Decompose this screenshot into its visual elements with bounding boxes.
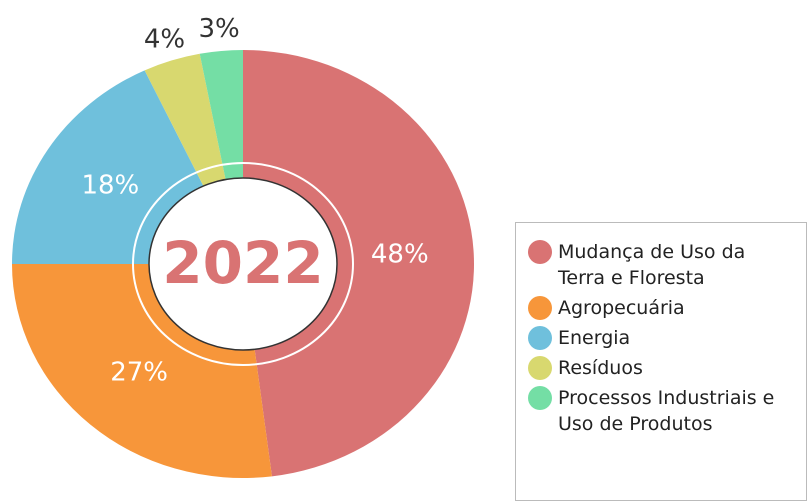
legend-swatch xyxy=(528,326,552,350)
slice-label: 3% xyxy=(198,14,239,44)
pie-slice xyxy=(243,50,475,477)
legend-label: Agropecuária xyxy=(558,297,685,319)
slice-label: 48% xyxy=(371,239,429,269)
legend-label: Processos Industriais e Uso de Produtos xyxy=(558,387,775,435)
slice-label: 18% xyxy=(81,171,139,201)
legend-label: Resíduos xyxy=(558,357,643,379)
legend-swatch xyxy=(528,356,552,380)
legend-swatch xyxy=(528,240,552,264)
slice-label: 4% xyxy=(144,25,185,55)
legend-item: Energia xyxy=(528,325,798,351)
legend-label: Mudança de Uso da Terra e Floresta xyxy=(558,241,746,289)
legend-swatch xyxy=(528,386,552,410)
ring xyxy=(132,162,354,366)
legend: Mudança de Uso da Terra e Floresta Agrope… xyxy=(515,222,807,501)
legend-label: Energia xyxy=(558,327,631,349)
legend-item: Mudança de Uso da Terra e Floresta xyxy=(528,239,798,291)
legend-item: Agropecuária xyxy=(528,295,798,321)
legend-swatch xyxy=(528,296,552,320)
center-disc xyxy=(148,177,338,351)
legend-item: Resíduos xyxy=(528,355,798,381)
legend-item: Processos Industriais e Uso de Produtos xyxy=(528,385,798,437)
slice-label: 27% xyxy=(110,358,168,388)
center-text: 2022 xyxy=(162,229,323,297)
